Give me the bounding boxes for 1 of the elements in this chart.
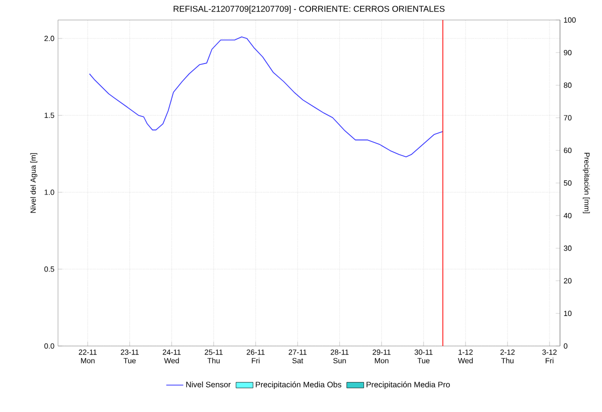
chart-title: REFISAL-21207709[21207709] - CORRIENTE: CERROS ORIENTALES — [174, 6, 445, 14]
